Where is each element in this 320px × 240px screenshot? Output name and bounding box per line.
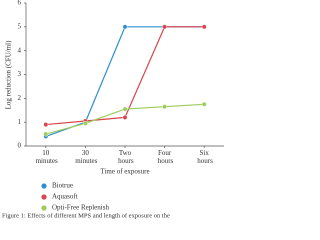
legend-label: Aquasoft (52, 193, 78, 201)
y-tick-label: 3 (18, 70, 22, 78)
legend-marker (41, 183, 47, 189)
x-axis-title: Time of exposure (100, 168, 149, 176)
y-axis-title: Log reduction (CFU/ml) (5, 40, 13, 109)
y-tick-label: 4 (18, 46, 22, 54)
x-tick-label: 30 minutes (73, 149, 97, 165)
data-point (122, 106, 128, 112)
data-point (122, 24, 128, 30)
x-tick-label: Two hours (116, 149, 134, 165)
data-point (201, 101, 207, 107)
legend-label: Biotrue (52, 182, 73, 190)
legend-marker (41, 194, 47, 200)
y-tick-label: 2 (18, 94, 22, 102)
data-point (43, 122, 49, 127)
data-point (201, 24, 207, 30)
x-tick-label: Six hours (196, 149, 214, 165)
series-line (45, 26, 205, 138)
data-point (162, 24, 168, 30)
page: {"chart_data": {"type": "line", "y_label… (2, 0, 224, 220)
chart: Log reduction (CFU/ml) Time of exposure … (2, 0, 224, 219)
y-tick-label: 1 (18, 118, 22, 126)
legend-label: Opti-Free Replenish (52, 204, 109, 212)
y-tick-label: 5 (18, 22, 22, 30)
y-tick-label: 6 (18, 0, 22, 7)
y-tick-label: 0 (18, 142, 22, 150)
data-point (122, 115, 128, 120)
x-tick-label: 10 minutes (34, 149, 58, 165)
data-point (162, 104, 168, 110)
data-point (43, 131, 49, 137)
data-point (83, 120, 88, 126)
caption: Figure 1: Effects of different MPS and l… (2, 212, 170, 219)
x-tick-label: Four hours (156, 149, 174, 165)
legend-marker (41, 205, 47, 211)
